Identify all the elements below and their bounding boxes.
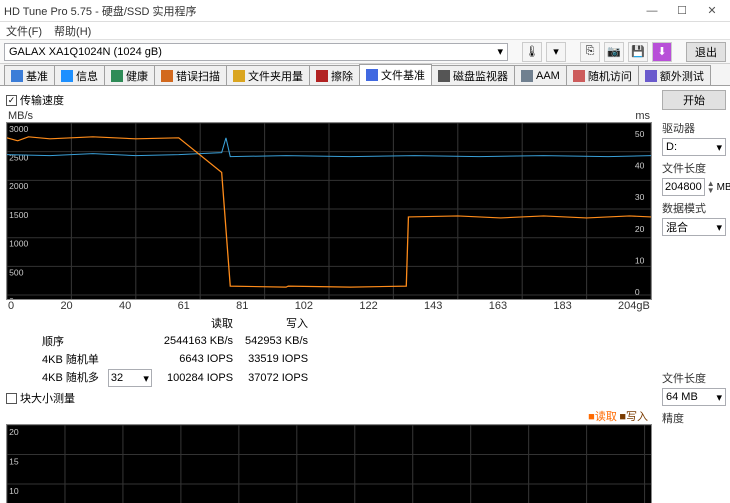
- tab-icon: [645, 70, 657, 82]
- legend-read: ■读取: [588, 411, 617, 423]
- tab-icon: [161, 70, 173, 82]
- tab-label: 磁盘监视器: [453, 68, 508, 84]
- tab-5[interactable]: 擦除: [309, 65, 360, 85]
- minimize-button[interactable]: —: [638, 2, 666, 20]
- tab-10[interactable]: 额外测试: [638, 65, 711, 85]
- chart1-y-right-label: ms: [635, 110, 650, 122]
- tab-icon: [438, 70, 450, 82]
- svg-text:50: 50: [635, 130, 645, 139]
- tab-label: 基准: [26, 68, 48, 84]
- blocksize-chart: 20151050 比特号 头条@包网: [6, 424, 652, 503]
- tab-label: 信息: [76, 68, 98, 84]
- file-length-spinner[interactable]: ▲▼: [707, 180, 715, 194]
- transfer-speed-checkbox[interactable]: ✓: [6, 95, 17, 106]
- tab-label: 随机访问: [588, 68, 632, 84]
- chevron-down-icon: ▾: [497, 45, 503, 58]
- tab-icon: [366, 69, 378, 81]
- drive-label: 驱动器: [662, 120, 726, 136]
- svg-text:20: 20: [635, 225, 645, 234]
- copy-icon[interactable]: ⎘: [580, 42, 600, 62]
- tab-8[interactable]: AAM: [514, 65, 567, 85]
- svg-text:20: 20: [9, 428, 19, 437]
- drive-letter-select[interactable]: D:▾: [662, 138, 726, 156]
- tab-label: 额外测试: [660, 68, 704, 84]
- maximize-button[interactable]: ☐: [668, 2, 696, 20]
- tab-6[interactable]: 文件基准: [359, 64, 432, 85]
- svg-text:3000: 3000: [9, 125, 29, 134]
- exit-button[interactable]: 退出: [686, 42, 726, 62]
- svg-text:40: 40: [635, 162, 645, 171]
- legend-write: ■写入: [619, 411, 648, 423]
- svg-text:10: 10: [635, 257, 645, 266]
- menu-help[interactable]: 帮助(H): [54, 23, 91, 39]
- datamode-label: 数据模式: [662, 200, 726, 216]
- svg-text:30: 30: [635, 193, 645, 202]
- tab-2[interactable]: 健康: [104, 65, 155, 85]
- drive-select-value: GALAX XA1Q1024N (1024 gB): [9, 46, 162, 58]
- svg-text:15: 15: [9, 458, 19, 467]
- tab-7[interactable]: 磁盘监视器: [431, 65, 515, 85]
- svg-text:0: 0: [635, 288, 640, 297]
- tab-label: 健康: [126, 68, 148, 84]
- tab-label: 文件基准: [381, 67, 425, 83]
- svg-text:500: 500: [9, 269, 24, 278]
- tab-icon: [61, 70, 73, 82]
- tab-9[interactable]: 随机访问: [566, 65, 639, 85]
- svg-text:0: 0: [9, 297, 14, 299]
- tab-label: AAM: [536, 70, 560, 82]
- window-title: HD Tune Pro 5.75 - 硬盘/SSD 实用程序: [4, 3, 638, 19]
- queue-depth-select[interactable]: 32▾: [108, 369, 152, 387]
- svg-text:10: 10: [9, 487, 19, 496]
- drive-select[interactable]: GALAX XA1Q1024N (1024 gB) ▾: [4, 43, 508, 61]
- menu-file[interactable]: 文件(F): [6, 23, 42, 39]
- tab-label: 文件夹用量: [248, 68, 303, 84]
- start-button[interactable]: 开始: [662, 90, 726, 110]
- transfer-speed-label: 传输速度: [20, 92, 64, 108]
- save-icon[interactable]: 💾: [628, 42, 648, 62]
- blocksize-checkbox[interactable]: [6, 393, 17, 404]
- accuracy-label: 精度: [662, 410, 726, 426]
- transfer-speed-chart: 30002500200015001000500050403020100: [6, 122, 652, 300]
- svg-text:1500: 1500: [9, 211, 29, 220]
- tab-icon: [521, 70, 533, 82]
- tab-icon: [573, 70, 585, 82]
- data-mode-select[interactable]: 混合▾: [662, 218, 726, 236]
- screenshot-icon[interactable]: 📷: [604, 42, 624, 62]
- tab-label: 错误扫描: [176, 68, 220, 84]
- filelen-unit: MB: [717, 182, 730, 193]
- filelen-label: 文件长度: [662, 160, 726, 176]
- tab-1[interactable]: 信息: [54, 65, 105, 85]
- tab-label: 擦除: [331, 68, 353, 84]
- tab-icon: [233, 70, 245, 82]
- download-icon[interactable]: ⬇: [652, 42, 672, 62]
- chart1-y-left-label: MB/s: [8, 110, 33, 122]
- temperature-icon[interactable]: 🌡: [522, 42, 542, 62]
- tab-0[interactable]: 基准: [4, 65, 55, 85]
- tab-3[interactable]: 错误扫描: [154, 65, 227, 85]
- tab-4[interactable]: 文件夹用量: [226, 65, 310, 85]
- results-table: 读取写入 顺序2544163 KB/s542953 KB/s 4KB 随机单66…: [36, 314, 314, 388]
- filelen2-label: 文件长度: [662, 370, 726, 386]
- svg-text:2000: 2000: [9, 183, 29, 192]
- close-button[interactable]: ✕: [698, 2, 726, 20]
- tab-icon: [316, 70, 328, 82]
- tab-icon: [11, 70, 23, 82]
- blocksize-label: 块大小测量: [20, 390, 75, 406]
- svg-text:1000: 1000: [9, 240, 29, 249]
- temp-menu-icon[interactable]: ▾: [546, 42, 566, 62]
- tab-icon: [111, 70, 123, 82]
- file-length-input[interactable]: 204800: [662, 178, 705, 196]
- file-length2-select[interactable]: 64 MB▾: [662, 388, 726, 406]
